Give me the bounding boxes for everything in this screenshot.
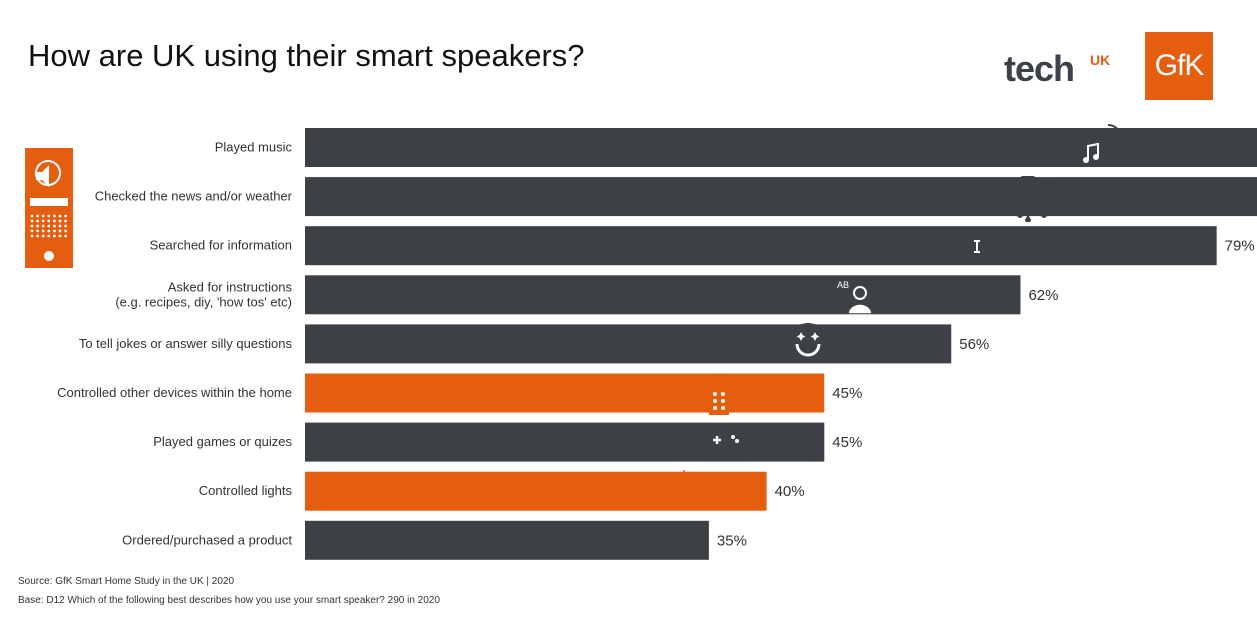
category-label: Played games or quizes (153, 434, 292, 449)
bar-1 (305, 177, 1257, 217)
smiley-icon (788, 323, 828, 363)
gamepad-icon (707, 428, 745, 454)
base-note: Base: D12 Which of the following best de… (18, 595, 440, 606)
teacher-icon: AB (834, 276, 874, 314)
bar-6 (305, 422, 825, 462)
category-label: Searched for information (150, 238, 292, 253)
search-bar-icon (970, 237, 1019, 255)
category-label: Controlled other devices within the home (57, 385, 292, 400)
value-label: 35% (717, 532, 747, 549)
bar-5 (305, 373, 825, 413)
lightbulb-icon (665, 470, 703, 506)
value-label: 62% (1028, 287, 1058, 304)
bar-3 (305, 275, 1021, 315)
remote-control-icon (709, 373, 729, 415)
value-label: 79% (1225, 238, 1255, 255)
bar-2 (305, 226, 1217, 266)
category-label: To tell jokes or answer silly questions (79, 336, 293, 351)
svg-text:AB: AB (837, 280, 849, 290)
techuk-logo: tech UK (1004, 48, 1110, 90)
gfk-logo: GfK (1145, 32, 1213, 100)
value-label: 40% (775, 483, 805, 500)
techuk-logo-tech: tech (1004, 48, 1075, 89)
music-cloud-icon (1061, 124, 1122, 167)
source-note: Source: GfK Smart Home Study in the UK |… (18, 576, 235, 587)
category-label: Checked the news and/or weather (95, 189, 293, 204)
shopping-basket-icon (627, 521, 665, 556)
smart-speaker-icon (25, 148, 73, 268)
bar-4 (305, 324, 952, 364)
category-label: Ordered/purchased a product (122, 532, 292, 547)
value-label: 45% (832, 434, 862, 451)
value-label: 56% (959, 336, 989, 353)
value-label: 45% (832, 385, 862, 402)
category-label: Asked for instructions (e.g. recipes, diy… (115, 279, 292, 309)
bar-8 (305, 520, 709, 560)
category-label: Played music (215, 140, 293, 155)
category-label: Controlled lights (199, 483, 293, 498)
chart-title: How are UK using their smart speakers? (28, 38, 585, 73)
rain-cloud-icon (1006, 176, 1057, 222)
bars-group: Played music91%Checked the news and/or w… (57, 128, 1257, 560)
techuk-logo-uk: UK (1090, 52, 1111, 68)
